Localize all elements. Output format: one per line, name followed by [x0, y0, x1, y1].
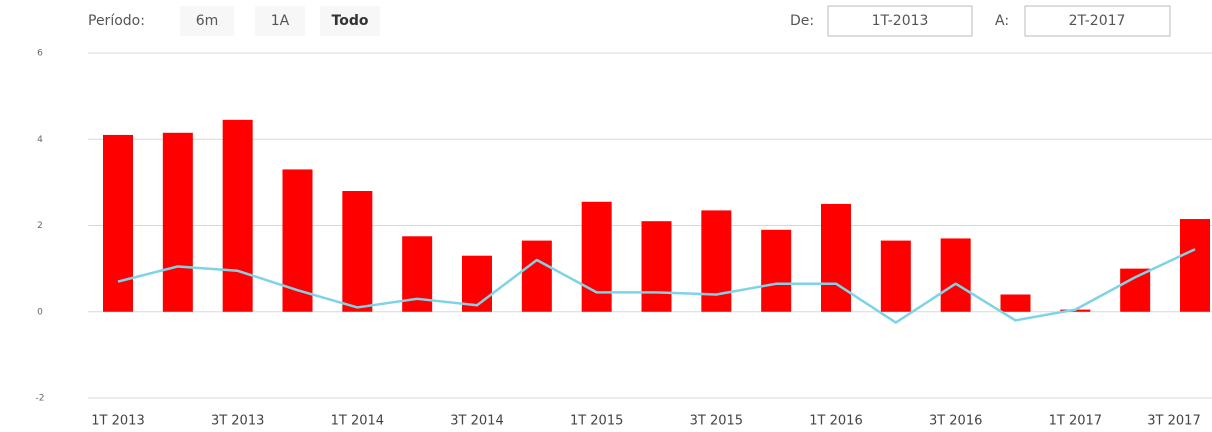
button[interactable]: 1A [271, 13, 290, 29]
bar [521, 240, 552, 312]
y-tick-label: 2 [37, 221, 43, 231]
x-tick-label: 1T 2014 [331, 414, 384, 429]
bar [880, 240, 911, 312]
x-tick-label: 1T 2015 [570, 414, 623, 429]
bar [342, 191, 373, 312]
x-tick-label: 3T 2014 [450, 414, 503, 429]
button-bg[interactable] [255, 6, 305, 36]
x-tick-label: 3T 2016 [929, 414, 982, 429]
to-label: A: [995, 13, 1009, 29]
button-bg[interactable] [180, 6, 234, 36]
bar [1120, 268, 1151, 312]
bar [222, 119, 253, 312]
x-tick-label: 3T 2015 [690, 414, 743, 429]
y-tick-label: 4 [37, 135, 43, 145]
bar [162, 132, 193, 312]
button[interactable]: 6m [196, 13, 219, 29]
bar [940, 238, 971, 312]
bar [761, 229, 792, 312]
y-tick-label: 0 [37, 307, 43, 317]
bar [462, 255, 492, 312]
from-value[interactable]: 1T-2013 [872, 13, 929, 29]
bar [821, 203, 851, 312]
bar [1000, 294, 1031, 312]
x-tick-label: 1T 2013 [91, 414, 144, 429]
to-value[interactable]: 2T-2017 [1069, 13, 1126, 29]
bar [103, 134, 133, 312]
bar [701, 210, 732, 312]
x-tick-label: 3T 2013 [211, 414, 264, 429]
from-input[interactable] [827, 5, 973, 37]
x-tick-label: 1T 2017 [1049, 414, 1102, 429]
y-tick-label: -2 [36, 394, 45, 404]
x-tick-label: 1T 2016 [809, 414, 862, 429]
bar [1180, 219, 1210, 312]
button-bg[interactable] [320, 6, 380, 36]
from-label: De: [790, 13, 814, 29]
line [117, 248, 1196, 324]
bar [641, 221, 672, 312]
x-tick-label: 3T 2017 [1147, 414, 1200, 429]
button[interactable]: Todo [332, 13, 369, 29]
period-label: Período: [88, 13, 145, 29]
y-tick-label: 6 [37, 49, 43, 59]
to-input[interactable] [1024, 5, 1171, 37]
bar [581, 201, 612, 312]
